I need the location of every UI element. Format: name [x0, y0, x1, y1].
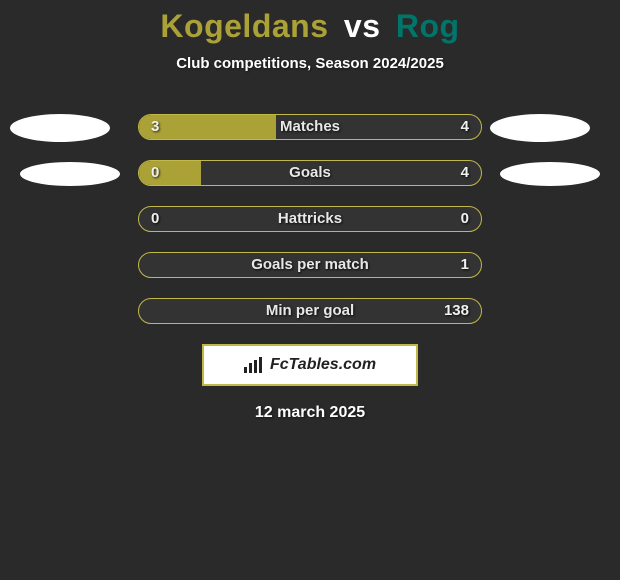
stat-label: Matches — [139, 118, 481, 135]
date-text: 12 march 2025 — [0, 404, 620, 422]
stat-value-right: 138 — [444, 302, 469, 319]
player-marker-oval — [490, 114, 590, 142]
vs-text: vs — [344, 8, 381, 44]
brand-badge: FcTables.com — [202, 344, 418, 386]
brand-text: FcTables.com — [270, 356, 376, 374]
player2-name: Rog — [396, 8, 460, 44]
stat-bar: 0Hattricks0 — [138, 206, 482, 232]
stat-label: Goals — [139, 164, 481, 181]
player-marker-oval — [10, 114, 110, 142]
stat-value-right: 0 — [461, 210, 469, 227]
stat-value-right: 1 — [461, 256, 469, 273]
player1-name: Kogeldans — [160, 8, 328, 44]
stat-label: Hattricks — [139, 210, 481, 227]
stat-value-right: 4 — [461, 164, 469, 181]
stat-value-right: 4 — [461, 118, 469, 135]
stat-label: Goals per match — [139, 256, 481, 273]
stat-bar: Goals per match1 — [138, 252, 482, 278]
player-marker-oval — [20, 162, 120, 186]
comparison-title: Kogeldans vs Rog — [0, 0, 620, 45]
stat-bar: 0Goals4 — [138, 160, 482, 186]
stat-bar: Min per goal138 — [138, 298, 482, 324]
chart-icon — [244, 357, 264, 373]
subtitle: Club competitions, Season 2024/2025 — [0, 55, 620, 72]
stat-bar: 3Matches4 — [138, 114, 482, 140]
stats-chart: 3Matches40Goals40Hattricks0Goals per mat… — [0, 114, 620, 324]
stat-label: Min per goal — [139, 302, 481, 319]
player-marker-oval — [500, 162, 600, 186]
